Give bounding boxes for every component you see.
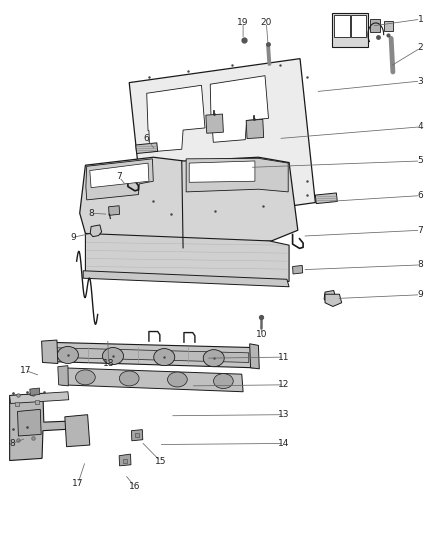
Ellipse shape: [57, 346, 78, 364]
Polygon shape: [384, 21, 393, 31]
Polygon shape: [324, 290, 336, 302]
Polygon shape: [189, 161, 255, 182]
Text: 20: 20: [261, 18, 272, 27]
Ellipse shape: [154, 349, 175, 366]
Ellipse shape: [203, 350, 224, 367]
Text: 6: 6: [144, 134, 150, 143]
Polygon shape: [250, 344, 259, 369]
Text: 16: 16: [129, 482, 141, 491]
Polygon shape: [42, 340, 58, 364]
Polygon shape: [351, 15, 366, 37]
Ellipse shape: [214, 374, 233, 389]
Text: 12: 12: [278, 381, 290, 389]
Polygon shape: [246, 119, 264, 139]
Polygon shape: [206, 114, 223, 133]
Polygon shape: [45, 348, 249, 362]
Text: 4: 4: [418, 123, 423, 131]
Text: 11: 11: [278, 353, 290, 361]
Polygon shape: [85, 233, 289, 281]
Polygon shape: [131, 430, 143, 441]
Text: 13: 13: [278, 410, 290, 419]
Polygon shape: [65, 415, 90, 447]
Polygon shape: [119, 454, 131, 466]
Ellipse shape: [168, 372, 187, 387]
Text: 6: 6: [417, 191, 424, 200]
Polygon shape: [210, 76, 268, 142]
Polygon shape: [129, 59, 315, 227]
Ellipse shape: [119, 371, 139, 386]
Polygon shape: [90, 163, 149, 188]
Text: 17: 17: [20, 366, 31, 375]
Polygon shape: [293, 265, 303, 274]
Text: 7: 7: [116, 173, 122, 181]
Text: 19: 19: [237, 18, 249, 27]
Polygon shape: [30, 388, 40, 395]
Text: 1: 1: [417, 15, 424, 23]
Polygon shape: [147, 85, 205, 152]
Polygon shape: [109, 206, 120, 215]
Text: 8: 8: [417, 261, 424, 269]
Polygon shape: [332, 13, 368, 47]
Ellipse shape: [75, 370, 95, 385]
Text: 8: 8: [88, 209, 94, 217]
Text: 14: 14: [278, 439, 290, 448]
Polygon shape: [18, 409, 41, 436]
Polygon shape: [315, 193, 337, 204]
Ellipse shape: [102, 348, 124, 365]
Text: 8: 8: [9, 439, 15, 448]
Text: 15: 15: [155, 457, 166, 465]
Text: 2: 2: [418, 44, 423, 52]
Text: 18: 18: [103, 359, 114, 368]
Text: 9: 9: [417, 290, 424, 299]
Polygon shape: [60, 368, 243, 392]
Text: 9: 9: [71, 233, 77, 241]
Polygon shape: [370, 19, 380, 32]
Polygon shape: [90, 225, 102, 237]
Polygon shape: [334, 15, 350, 37]
Text: 3: 3: [417, 77, 424, 85]
Polygon shape: [186, 158, 288, 192]
Text: 5: 5: [417, 157, 424, 165]
Polygon shape: [10, 392, 69, 403]
Polygon shape: [136, 143, 158, 154]
Polygon shape: [83, 271, 289, 287]
Polygon shape: [80, 157, 298, 246]
Polygon shape: [10, 393, 71, 461]
Polygon shape: [325, 294, 342, 306]
Text: 7: 7: [417, 226, 424, 235]
Polygon shape: [44, 342, 254, 368]
Text: 10: 10: [256, 330, 268, 339]
Text: 17: 17: [72, 479, 84, 488]
Polygon shape: [86, 159, 153, 200]
Polygon shape: [58, 366, 68, 386]
